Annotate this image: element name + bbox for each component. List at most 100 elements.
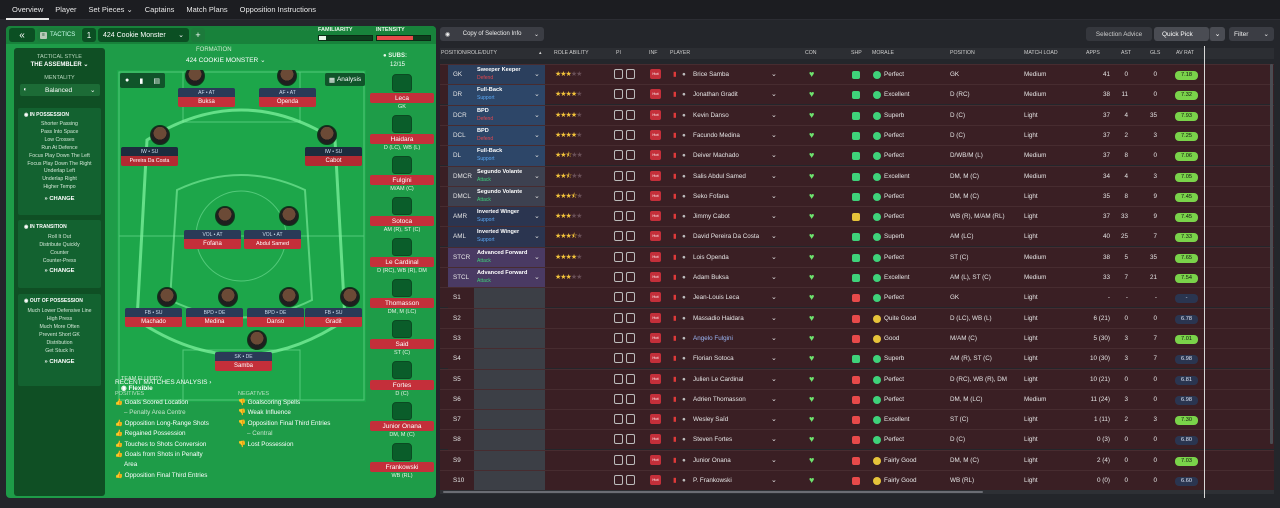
player-instructions-icon[interactable] bbox=[614, 150, 623, 161]
player-instructions-icon[interactable] bbox=[626, 211, 635, 222]
table-row[interactable]: GK Sweeper Keeper Defend ⌄ ★★★★★ Hot ▮ ● Brice S… bbox=[440, 64, 1274, 85]
tab-captains[interactable]: Captains bbox=[144, 4, 175, 14]
chevron-down-icon[interactable]: ⌄ bbox=[771, 456, 777, 464]
analysis-button[interactable]: ▦ Analysis bbox=[325, 73, 365, 86]
pitch-player-samba[interactable]: SK • DE Samba bbox=[215, 352, 272, 371]
role-cell[interactable]: Advanced Forward Attack bbox=[474, 247, 545, 268]
table-row[interactable]: STCR Advanced Forward Attack ⌄ ★★★★★ Hot ▮ ● Loi… bbox=[440, 246, 1274, 268]
role-cell[interactable]: Inverted Winger Support bbox=[474, 207, 545, 228]
player-instructions-icon[interactable] bbox=[626, 251, 635, 262]
chevron-down-icon[interactable]: ⌄ bbox=[771, 314, 777, 322]
table-row[interactable]: S10 Hot ▮ ● P. Frankowski ⌄ ♥ Fairly Good WB (RL… bbox=[440, 470, 1274, 491]
card-icon[interactable]: ▤ bbox=[153, 77, 160, 85]
chevron-down-icon[interactable]: ⌄ bbox=[534, 172, 540, 180]
table-row[interactable]: S7 Hot ▮ ● Wesley Saïd ⌄ ♥ Excellent ST (C) Light… bbox=[440, 409, 1274, 431]
col-player[interactable]: PLAYER bbox=[670, 50, 691, 56]
mentality-dropdown[interactable]: ◐ Balanced ⌄ bbox=[19, 84, 100, 96]
table-row[interactable]: S3 Hot ▮ ● Angelo Fulgini ⌄ ♥ Good M/AM (C) Light… bbox=[440, 327, 1274, 349]
change-in-transition-button[interactable]: » CHANGE bbox=[44, 268, 75, 274]
sub-fulgini[interactable]: Fulgini M/AM (C) bbox=[370, 156, 434, 192]
tactical-style-name[interactable]: THE ASSEMBLER ⌄ bbox=[30, 62, 89, 68]
table-row[interactable]: STCL Advanced Forward Attack ⌄ ★★★★★ Hot ▮ ● Ada… bbox=[440, 267, 1274, 288]
chevron-down-icon[interactable]: ⌄ bbox=[771, 213, 777, 221]
chevron-down-icon[interactable]: ⌄ bbox=[771, 131, 777, 139]
pitch-player-fofana[interactable]: VOL • AT Fofana bbox=[184, 230, 241, 249]
sub-frankowski[interactable]: Frankowski WB (RL) bbox=[370, 443, 434, 479]
player-instructions-icon[interactable] bbox=[614, 393, 623, 404]
role-cell[interactable]: BPD Defend bbox=[474, 125, 545, 146]
role-cell[interactable]: Segundo Volante Attack bbox=[474, 166, 545, 187]
player-name[interactable]: Kevin Danso bbox=[693, 111, 729, 119]
player-instructions-icon[interactable] bbox=[614, 69, 623, 79]
scrollbar-thumb[interactable] bbox=[443, 491, 983, 493]
player-instructions-icon[interactable] bbox=[614, 170, 623, 181]
sub-junior-onana[interactable]: Junior Onana DM, M (C) bbox=[370, 402, 434, 438]
role-cell[interactable]: BPD Defend bbox=[474, 105, 545, 126]
role-cell[interactable] bbox=[474, 389, 545, 410]
pitch-player-abdul-samed[interactable]: VOL • AT Abdul Samed bbox=[244, 230, 301, 249]
col-ast[interactable]: AST bbox=[1121, 50, 1132, 56]
quick-pick-dropdown[interactable]: ⌄ bbox=[1209, 27, 1225, 41]
tab-match-plans[interactable]: Match Plans bbox=[186, 4, 228, 14]
chevron-down-icon[interactable]: ⌄ bbox=[771, 395, 777, 403]
player-instructions-icon[interactable] bbox=[614, 414, 623, 425]
sub-leca[interactable]: Leca GK bbox=[370, 74, 434, 110]
chevron-down-icon[interactable]: ⌄ bbox=[534, 253, 540, 261]
table-row[interactable]: AMR Inverted Winger Support ⌄ ★★★★★ Hot ▮ ● Jimm… bbox=[440, 206, 1274, 228]
player-instructions-icon[interactable] bbox=[626, 475, 635, 485]
player-name[interactable]: Massadio Haidara bbox=[693, 314, 744, 322]
filter-dropdown[interactable]: Filter ⌄ bbox=[1229, 27, 1274, 41]
role-cell[interactable] bbox=[474, 471, 545, 491]
player-instructions-icon[interactable] bbox=[614, 89, 623, 100]
table-row[interactable]: S5 Hot ▮ ● Julien Le Cardinal ⌄ ♥ Perfect D (RC)… bbox=[440, 368, 1274, 390]
player-instructions-icon[interactable] bbox=[626, 292, 635, 303]
col-morale[interactable]: MORALE bbox=[872, 50, 894, 56]
col-position-role-duty[interactable]: POSITION/ROLE/DUTY bbox=[441, 50, 497, 56]
table-row[interactable]: S1 Hot ▮ ● Jean-Louis Leca ⌄ ♥ Perfect GK Light - -… bbox=[440, 287, 1274, 309]
chevron-down-icon[interactable]: ⌄ bbox=[771, 416, 777, 424]
player-instructions-icon[interactable] bbox=[626, 190, 635, 201]
player-instructions-icon[interactable] bbox=[626, 454, 635, 465]
player-name[interactable]: Seko Fofana bbox=[693, 192, 729, 200]
player-instructions-icon[interactable] bbox=[614, 454, 623, 465]
player-name[interactable]: Florian Sotoca bbox=[693, 355, 734, 363]
table-row[interactable]: DMCR Segundo Volante Attack ⌄ ★★⯪★★ Hot ▮ ● Sali… bbox=[440, 165, 1274, 187]
role-cell[interactable] bbox=[474, 450, 545, 471]
player-instructions-icon[interactable] bbox=[626, 353, 635, 364]
player-instructions-icon[interactable] bbox=[626, 373, 635, 384]
player-instructions-icon[interactable] bbox=[626, 434, 635, 445]
player-name[interactable]: Adam Buksa bbox=[693, 274, 729, 281]
player-name[interactable]: Jimmy Cabot bbox=[693, 213, 730, 221]
player-instructions-icon[interactable] bbox=[614, 272, 623, 282]
chevron-down-icon[interactable]: ⌄ bbox=[534, 233, 540, 241]
player-instructions-icon[interactable] bbox=[614, 353, 623, 364]
col-pi[interactable]: PI bbox=[616, 50, 621, 56]
col-shp[interactable]: SHP bbox=[851, 50, 862, 56]
player-instructions-icon[interactable] bbox=[614, 312, 623, 323]
player-instructions-icon[interactable] bbox=[614, 129, 623, 140]
chevron-down-icon[interactable]: ⌄ bbox=[771, 274, 777, 281]
player-instructions-icon[interactable] bbox=[626, 69, 635, 79]
table-row[interactable]: DCR BPD Defend ⌄ ★★★★★ Hot ▮ ● Kevin Danso ⌄ ♥ Supe… bbox=[440, 104, 1274, 126]
horizontal-scrollbar[interactable] bbox=[440, 490, 1274, 494]
col-position[interactable]: POSITION bbox=[950, 50, 975, 56]
chevron-down-icon[interactable]: ⌄ bbox=[771, 152, 777, 160]
table-row[interactable]: DR Full-Back Support ⌄ ★★★★★ Hot ▮ ● Jonathan Gr… bbox=[440, 84, 1274, 106]
add-tactic-button[interactable]: + bbox=[191, 28, 205, 42]
table-row[interactable]: DCL BPD Defend ⌄ ★★★★★ Hot ▮ ● Facundo Medina ⌄ ♥ P… bbox=[440, 124, 1274, 146]
chevron-down-icon[interactable]: ⌄ bbox=[534, 111, 540, 119]
tab-player[interactable]: Player bbox=[55, 4, 77, 14]
player-instructions-icon[interactable] bbox=[626, 170, 635, 181]
pitch-player-machado[interactable]: FB • SU Machado bbox=[125, 308, 182, 327]
col-match-load[interactable]: MATCH LOAD bbox=[1024, 50, 1058, 56]
player-instructions-icon[interactable] bbox=[626, 89, 635, 100]
table-row[interactable]: DL Full-Back Support ⌄ ★★⯪★★ Hot ▮ ● Deiver Mach… bbox=[440, 145, 1274, 167]
quick-pick-button[interactable]: Quick Pick bbox=[1154, 27, 1209, 41]
table-row[interactable]: S9 Hot ▮ ● Junior Onana ⌄ ♥ Fairly Good DM, M (C… bbox=[440, 449, 1274, 471]
chevron-down-icon[interactable]: ⌄ bbox=[534, 71, 540, 78]
sub-le-cardinal[interactable]: Le Cardinal D (RC), WB (R), DM bbox=[370, 238, 434, 274]
chevron-down-icon[interactable]: ⌄ bbox=[771, 233, 777, 241]
player-instructions-icon[interactable] bbox=[626, 272, 635, 282]
sub-sotoca[interactable]: Sotoca AM (R), ST (C) bbox=[370, 197, 434, 233]
table-row[interactable]: DMCL Segundo Volante Attack ⌄ ★★★⯪★ Hot ▮ ● Seko… bbox=[440, 185, 1274, 207]
